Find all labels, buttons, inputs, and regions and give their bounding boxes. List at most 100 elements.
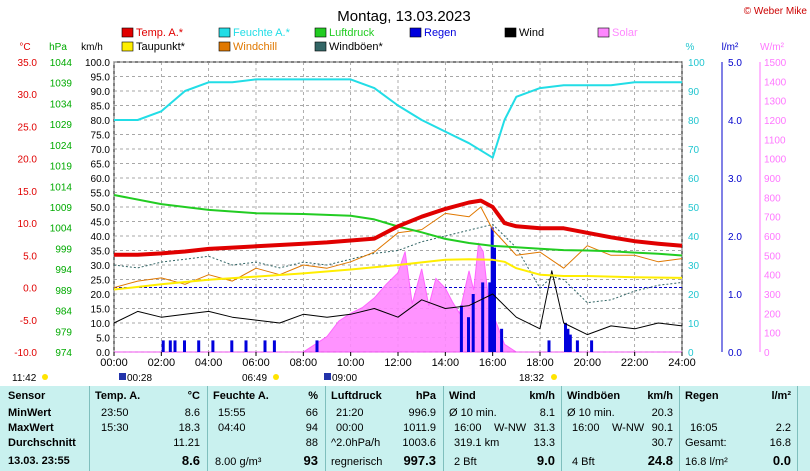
rain-max-time: 16:05: [690, 422, 718, 434]
gust-min-label: Ø 10 min.: [567, 407, 615, 419]
statistics-table: Sensor Temp. A. °C Feuchte A. % Luftdruc…: [0, 386, 810, 471]
x-axis-tick: 24:00: [668, 357, 696, 369]
temp-axis-tick: 5.0: [23, 251, 37, 262]
hum-min-time: 15:55: [218, 407, 246, 419]
series-line-wind: [113, 270, 683, 336]
temp-max-time: 15:30: [101, 422, 129, 434]
sunrise-time: 00:28: [127, 373, 152, 384]
hpa-axis-tick: 989: [55, 286, 72, 297]
pct-unit-label: %: [686, 42, 695, 53]
sunset-marker-icon: [324, 373, 331, 380]
rain-bar: [493, 247, 496, 352]
chart-title: Montag, 13.03.2023: [337, 8, 470, 25]
hpa-unit-label: hPa: [49, 42, 67, 53]
rain-bar: [183, 340, 186, 352]
solar-axis-tick: 1300: [764, 97, 787, 108]
hpa-axis-tick: 979: [55, 327, 72, 338]
solar-unit-label: W/m²: [760, 42, 785, 53]
sun-marker-2-icon: [551, 374, 557, 380]
legend-label: Taupunkt*: [136, 41, 186, 53]
legend-label: Solar: [612, 27, 638, 39]
solar-axis-tick: 800: [764, 193, 781, 204]
weather-chart: Montag, 13.03.2023 © Weber Mike Temp. A.…: [12, 6, 807, 384]
rain-bar: [173, 340, 177, 352]
other-time: 18:32: [519, 373, 544, 384]
row-label-now: 13.03. 23:55: [8, 455, 70, 467]
column-divider: [797, 386, 798, 471]
moonset-time: 11:42: [12, 373, 37, 384]
hpa-axis-tick: 1014: [50, 182, 73, 193]
moon-marker-icon: [273, 374, 279, 380]
rain-max: 2.2: [775, 422, 791, 434]
solar-axis-tick: 500: [764, 251, 781, 262]
solar-axis-tick: 1100: [764, 135, 786, 146]
temp-min: 8.6: [184, 407, 200, 419]
wind-min: 8.1: [539, 407, 555, 419]
press-avg-label: ^2.0hPa/h: [331, 437, 381, 449]
rain-bar: [488, 282, 492, 352]
column-divider: [443, 386, 444, 471]
header-wind-unit: km/h: [529, 390, 555, 402]
legend-label: Luftdruck: [329, 27, 375, 39]
temp-axis-tick: 30.0: [18, 90, 38, 101]
kmh-axis-tick: 55.0: [91, 189, 111, 200]
header-press-unit: hPa: [415, 390, 436, 402]
hum-now: 93: [303, 453, 318, 468]
hpa-axis-tick: 999: [55, 244, 72, 255]
legend: Temp. A.* Feuchte A.* Luftdruck Regen Wind So…: [121, 27, 638, 53]
pct-axis-tick: 50: [688, 203, 700, 214]
rain-axis-tick: 0.0: [728, 348, 742, 359]
wind-now: 9.0: [536, 453, 555, 468]
series-line-temp-a: [114, 198, 683, 257]
sun-marker-icon: [42, 374, 48, 380]
pct-axis-tick: 100: [688, 58, 705, 69]
legend-label: Temp. A.*: [136, 27, 184, 39]
hpa-axis-tick: 1024: [50, 141, 73, 152]
series-line-windb-en: [113, 223, 683, 304]
rain-bar: [315, 340, 319, 352]
legend-label: Windböen*: [329, 41, 384, 53]
kmh-axis-tick: 50.0: [91, 203, 111, 214]
rain-bar: [547, 340, 551, 352]
wind-avg: 13.3: [533, 437, 555, 449]
kmh-unit-label: km/h: [81, 42, 103, 53]
gust-now: 24.8: [647, 453, 673, 468]
gust-max: 90.1: [651, 422, 673, 434]
temp-axis-tick: 35.0: [18, 58, 38, 69]
header-rain-unit: l/m²: [771, 390, 791, 402]
hpa-axis-tick: 1034: [50, 99, 73, 110]
temp-axis-tick: -10.0: [14, 348, 37, 359]
legend-swatch: [597, 27, 610, 38]
header-gust: Windböen: [567, 390, 621, 402]
wind-max: 31.3: [533, 422, 555, 434]
header-sensor: Sensor: [8, 390, 46, 402]
legend-swatch: [314, 27, 327, 38]
kmh-axis-tick: 80.0: [91, 116, 111, 127]
rain-axis-tick: 1.0: [728, 290, 742, 301]
rain-bar: [230, 340, 234, 352]
temp-axis-tick: -5.0: [20, 316, 38, 327]
header-wind: Wind: [449, 390, 476, 402]
row-label-avg: Durchschnitt: [8, 437, 76, 449]
solar-axis-tick: 1500: [764, 58, 787, 69]
row-label-max: MaxWert: [8, 422, 54, 434]
temp-unit-label: °C: [19, 42, 30, 53]
rain-axis-tick: 5.0: [728, 58, 742, 69]
legend-swatch: [218, 27, 231, 38]
axes: 35.0 30.0 25.0 20.0 15.0 10.0 5.0 0.0 -5.0 -10.0 1…: [14, 58, 786, 369]
rain-bar: [575, 340, 579, 352]
rain-unit-label: l/m²: [722, 42, 739, 53]
kmh-axis-tick: 15.0: [91, 305, 111, 316]
x-axis-tick: 08:00: [290, 357, 318, 369]
x-axis-tick: 04:00: [195, 357, 223, 369]
solar-axis-tick: 300: [764, 290, 781, 301]
solar-axis-tick: 200: [764, 309, 781, 320]
pct-axis-tick: 60: [688, 174, 700, 185]
temp-axis-tick: 0.0: [23, 284, 37, 295]
x-axis-tick: 18:00: [526, 357, 554, 369]
hum-avg: 88: [305, 437, 318, 449]
kmh-axis-tick: 35.0: [91, 247, 111, 258]
temp-max: 18.3: [178, 422, 200, 434]
wind-avg-label: 319.1 km: [454, 437, 500, 449]
column-divider: [679, 386, 680, 471]
